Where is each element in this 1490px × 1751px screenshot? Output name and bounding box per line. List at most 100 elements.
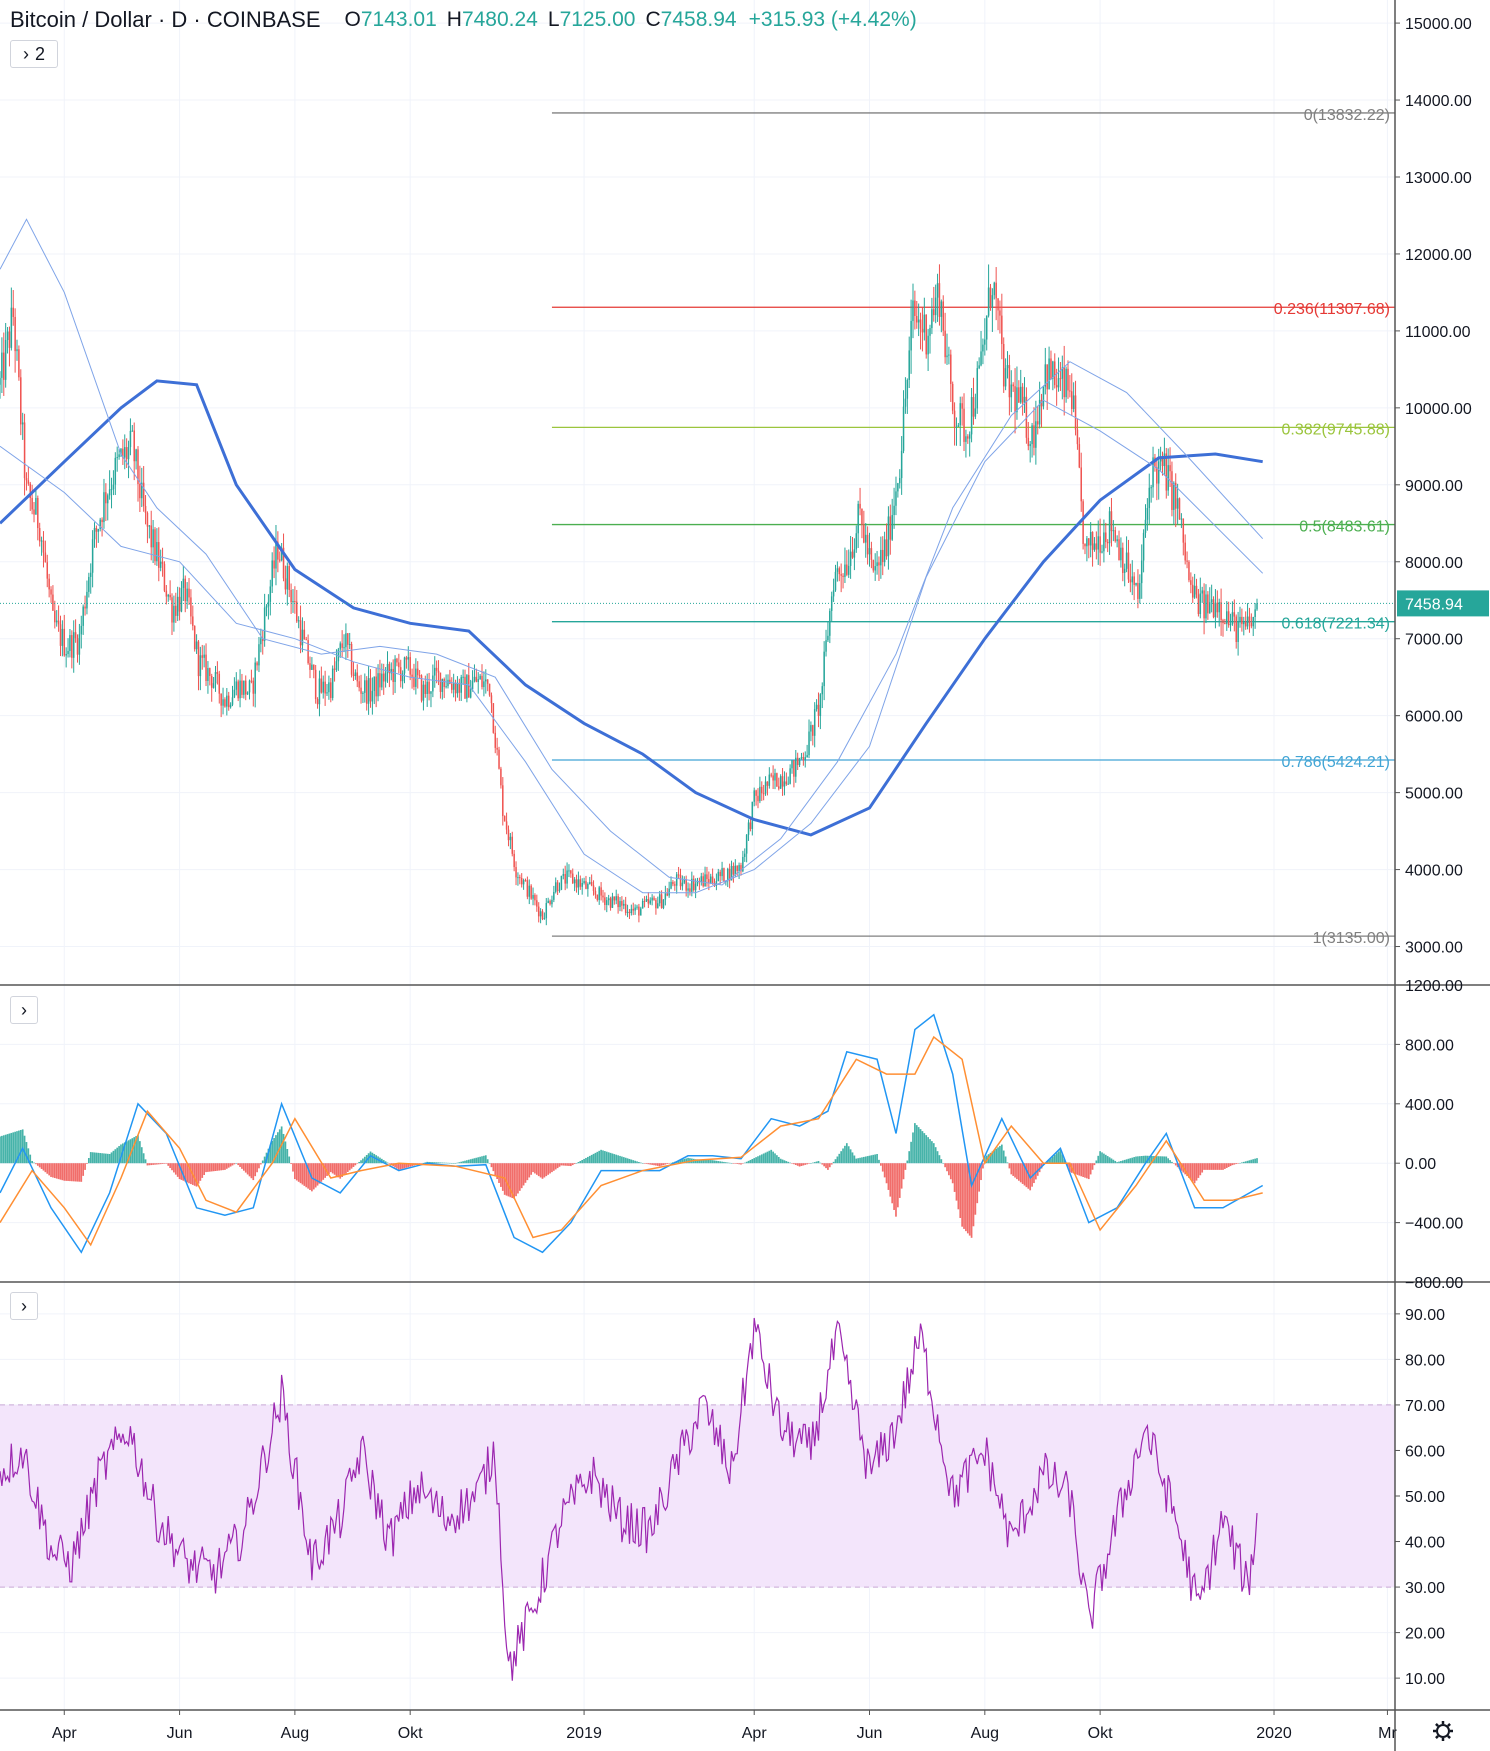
candle-body — [738, 865, 740, 871]
candle-body — [141, 482, 143, 499]
macd-histogram-bar — [305, 1163, 308, 1188]
last-price-badge: 7458.94 — [1397, 590, 1489, 617]
macd-histogram-bar — [1104, 1154, 1107, 1164]
candle-body — [88, 576, 90, 592]
macd-histogram-bar — [256, 1163, 258, 1173]
macd-histogram-bar — [876, 1154, 878, 1164]
candle-body — [997, 298, 999, 311]
candle-body — [1004, 368, 1007, 387]
macd-histogram-bar — [813, 1162, 816, 1164]
macd-histogram-bar — [793, 1163, 795, 1165]
macd-histogram-bar — [74, 1163, 77, 1182]
settings-gear-icon[interactable] — [1433, 1721, 1453, 1741]
macd-histogram-bar — [1110, 1158, 1113, 1164]
indicators-collapse-button[interactable]: › 2 — [10, 40, 58, 68]
candle-body — [511, 836, 514, 854]
macd-histogram-bar — [10, 1132, 13, 1164]
candle-body — [995, 282, 997, 299]
macd-histogram-bar — [1129, 1158, 1132, 1164]
candle-body — [1169, 465, 1171, 472]
macd-histogram-bar — [808, 1163, 810, 1164]
candle-body — [6, 331, 9, 341]
macd-histogram-bar — [1171, 1161, 1173, 1164]
fib-level-label: 0(13832.22) — [1304, 107, 1390, 124]
macd-histogram-bar — [880, 1163, 882, 1166]
macd-histogram-bar — [1197, 1163, 1200, 1178]
macd-histogram-bar — [1055, 1153, 1058, 1164]
macd-histogram-bar — [84, 1163, 86, 1170]
candle-body — [44, 552, 47, 563]
macd-histogram-bar — [388, 1163, 391, 1164]
candle-body — [842, 575, 844, 577]
candle-body — [653, 897, 655, 900]
candle-body — [1137, 582, 1139, 599]
macd-histogram-bar — [365, 1155, 368, 1164]
macd-histogram-bar — [120, 1144, 122, 1164]
macd-histogram-bar — [655, 1163, 657, 1166]
macd-histogram-bar — [887, 1163, 890, 1190]
candle-body — [662, 899, 665, 909]
macd-histogram-bar — [154, 1163, 156, 1165]
macd-histogram-bar — [1210, 1163, 1213, 1170]
candle-body — [1235, 616, 1237, 642]
candle-body — [570, 870, 572, 874]
macd-histogram-bar — [622, 1157, 625, 1164]
macd-histogram-bar — [484, 1155, 487, 1164]
macd-histogram-bar — [329, 1163, 332, 1173]
candle-body — [176, 596, 179, 616]
macd-histogram-bar — [331, 1163, 334, 1174]
macd-histogram-bar — [142, 1153, 145, 1164]
macd-histogram-bar — [725, 1162, 727, 1164]
macd-histogram-bar — [55, 1163, 58, 1179]
candle-body — [1246, 616, 1249, 627]
candle-body — [454, 683, 457, 694]
candle-body — [20, 377, 22, 425]
macd-histogram-bar — [50, 1163, 52, 1177]
macd-histogram-bar — [254, 1163, 257, 1177]
candle-body — [513, 853, 515, 868]
macd-histogram-bar — [263, 1156, 266, 1164]
macd-histogram-bar — [626, 1158, 629, 1164]
candle-body — [1186, 560, 1188, 562]
macd-histogram-bar — [881, 1163, 884, 1172]
macd-histogram-bar — [978, 1163, 980, 1192]
macd-histogram-bar — [356, 1163, 359, 1164]
candle-body — [736, 865, 738, 871]
macd-histogram-bar — [1214, 1163, 1217, 1170]
macd-histogram-bar — [571, 1163, 574, 1166]
macd-histogram-bar — [1048, 1159, 1050, 1164]
macd-expand-button[interactable]: › — [10, 996, 38, 1024]
macd-histogram-bar — [573, 1163, 576, 1165]
candle-body — [59, 624, 62, 646]
macd-histogram-bar — [849, 1149, 852, 1164]
candle-body — [392, 668, 394, 682]
candle-body — [902, 406, 905, 451]
macd-histogram-bar — [1235, 1163, 1238, 1165]
candle-body — [29, 483, 31, 498]
macd-histogram-bar — [258, 1163, 260, 1169]
rsi-expand-button[interactable]: › — [10, 1292, 38, 1320]
candle-body — [655, 899, 657, 909]
macd-histogram-bar — [1207, 1163, 1209, 1170]
macd-histogram-bar — [662, 1163, 665, 1166]
macd-histogram-bar — [707, 1159, 710, 1164]
y-tick-label: 12000.00 — [1405, 247, 1472, 264]
macd-histogram-bar — [1000, 1144, 1003, 1164]
candle-body — [581, 883, 583, 887]
macd-histogram-bar — [1089, 1163, 1092, 1175]
candle-body — [267, 601, 270, 607]
y-tick-label: 30.00 — [1405, 1580, 1445, 1597]
candle-body — [715, 881, 718, 886]
symbol-title[interactable]: Bitcoin / Dollar · D · COINBASE — [10, 7, 321, 32]
candle-body — [227, 695, 230, 708]
candle-body — [1023, 396, 1026, 403]
macd-histogram-bar — [1084, 1163, 1086, 1178]
candle-body — [303, 629, 306, 640]
macd-histogram-bar — [445, 1162, 447, 1164]
macd-histogram-bar — [1155, 1156, 1158, 1164]
macd-histogram-bar — [326, 1163, 328, 1176]
y-tick-label: 11000.00 — [1405, 324, 1471, 341]
macd-histogram-bar — [740, 1163, 742, 1165]
macd-histogram-bar — [345, 1163, 347, 1174]
candle-body — [953, 410, 956, 427]
